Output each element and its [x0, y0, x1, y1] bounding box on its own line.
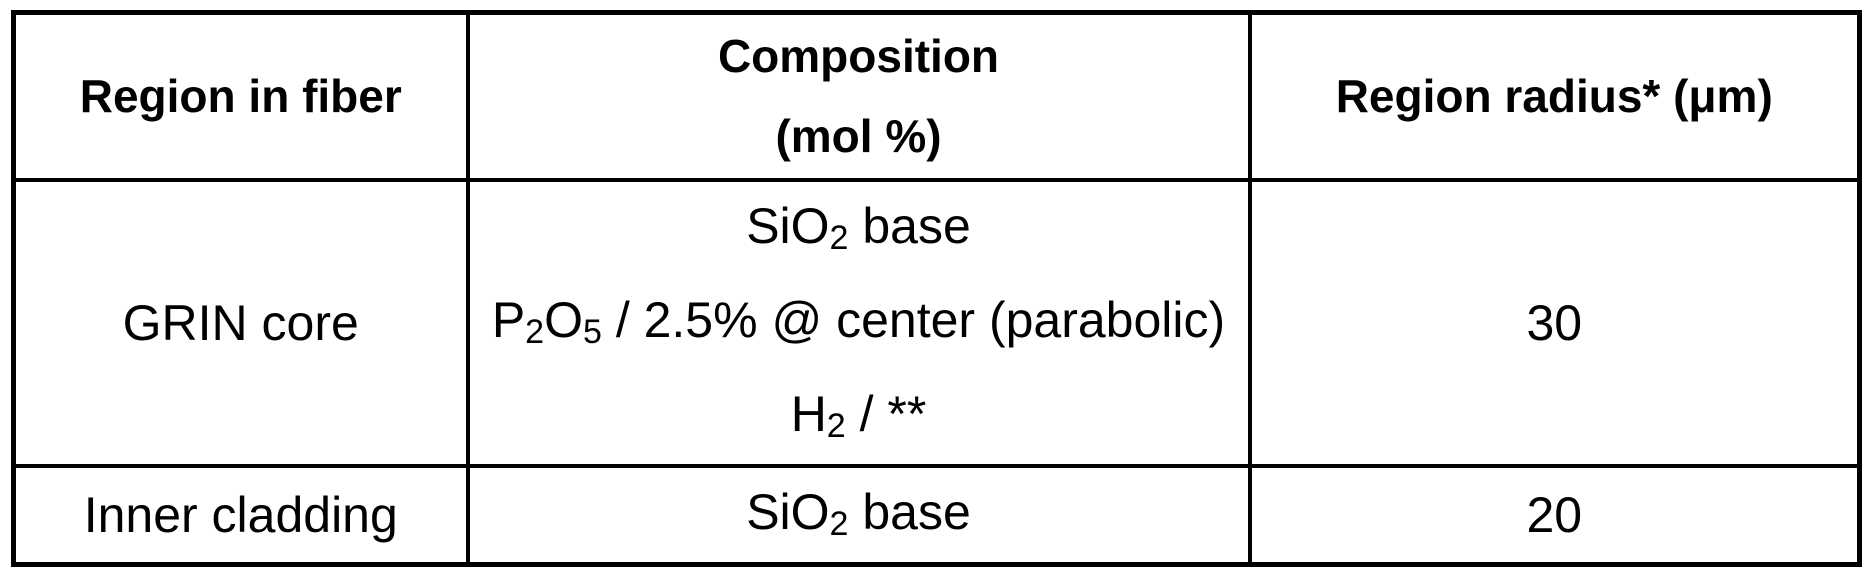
cell-region-radius: 30 — [1247, 177, 1862, 468]
cell-composition: SiO2 base — [465, 463, 1252, 566]
cell-region-radius: 20 — [1247, 463, 1862, 566]
column-header-composition-units: (mol %) — [775, 110, 942, 163]
composition-line: P2O5 / 2.5% @ center (parabolic) — [491, 291, 1226, 351]
cell-composition: SiO2 base P2O5 / 2.5% @ center (parabolic… — [465, 177, 1252, 468]
composition-line: H2 / ** — [790, 385, 927, 445]
table-row-grin-core: GRIN core SiO2 base P2O5 / 2.5% @ center … — [11, 177, 1862, 468]
column-header-region-in-fiber: Region in fiber — [11, 10, 470, 182]
cell-region-name: Inner cladding — [11, 463, 470, 566]
composition-line: SiO2 base — [746, 197, 971, 257]
table-header-row: Region in fiber Composition (mol %) Regi… — [11, 10, 1862, 182]
table-row-inner-cladding: Inner cladding SiO2 base 20 — [11, 463, 1862, 566]
column-header-region-radius: Region radius* (μm) — [1247, 10, 1862, 182]
fiber-regions-table: Region in fiber Composition (mol %) Regi… — [11, 10, 1862, 567]
cell-region-name: GRIN core — [11, 177, 470, 468]
column-header-composition: Composition (mol %) — [465, 10, 1252, 182]
column-header-composition-label: Composition — [717, 30, 1000, 83]
column-header-region-label: Region in fiber — [79, 70, 402, 123]
column-header-radius-label: Region radius* (μm) — [1335, 70, 1773, 123]
composition-line: SiO2 base — [746, 483, 971, 543]
